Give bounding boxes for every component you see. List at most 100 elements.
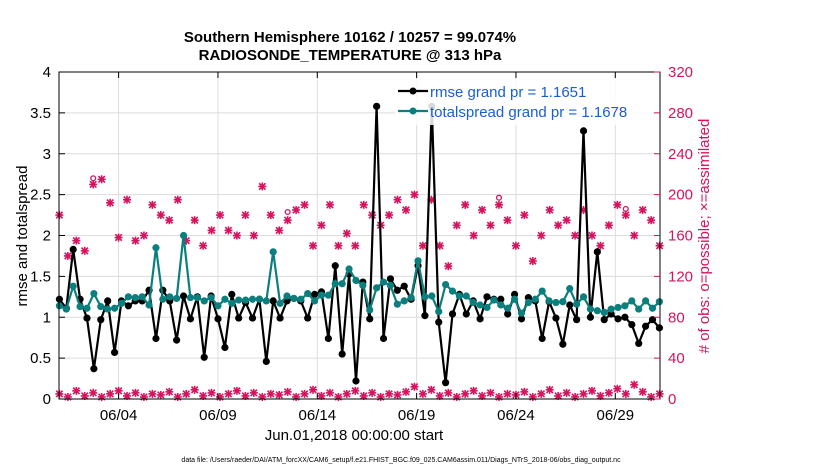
y-axis-ticks: 0 0.5 1 1.5 2 2.5 3 3.5 4	[30, 64, 65, 408]
series-totalspread-point	[538, 287, 546, 295]
obs-low-marker	[156, 390, 165, 399]
obs-low-marker	[317, 391, 326, 400]
obs-low-marker	[249, 388, 258, 397]
obs-assimilated-marker	[232, 231, 241, 240]
obs-assimilated-marker	[249, 231, 258, 240]
obs-low-marker	[207, 388, 216, 397]
series-totalspread-point	[186, 294, 195, 302]
series-totalspread-point	[448, 287, 457, 295]
x-axis-ticks: 06/04 06/09 06/14 06/19 06/24 06/29	[100, 72, 634, 424]
series-totalspread-point	[83, 304, 91, 312]
series-rmse-point	[379, 334, 388, 343]
obs-low-marker	[562, 388, 571, 397]
obs-low-marker	[359, 391, 368, 400]
obs-assimilated-marker	[511, 241, 520, 250]
obs-assimilated-marker	[80, 246, 89, 255]
series-rmse-point	[462, 310, 470, 318]
series-rmse-point	[648, 316, 657, 324]
obs-low-marker	[258, 392, 267, 401]
obs-assimilated-marker	[537, 231, 546, 240]
obs-assimilated-marker	[571, 231, 580, 240]
obs-low-marker	[173, 392, 182, 401]
series-rmse-point	[386, 275, 395, 283]
obs-low-marker	[275, 390, 284, 399]
obs-assimilated-marker	[351, 241, 360, 250]
obs-assimilated-marker	[587, 231, 596, 240]
series-totalspread-point	[628, 297, 636, 305]
series-rmse-point	[186, 315, 195, 323]
series-rmse-point	[235, 314, 243, 322]
y-tick-label: 2.5	[30, 187, 51, 204]
x-tick-label: 06/09	[199, 407, 237, 424]
series-rmse-point	[83, 314, 91, 322]
obs-assimilated-marker	[300, 200, 309, 209]
y-tick-label: 4	[43, 64, 51, 81]
series-rmse-point	[200, 353, 208, 361]
obs-assimilated-marker	[123, 195, 132, 204]
series-totalspread-point	[131, 294, 139, 302]
obs-assimilated-marker	[97, 175, 106, 184]
series-totalspread-point	[414, 257, 422, 265]
series-totalspread-point	[407, 294, 415, 302]
series-totalspread-point	[310, 297, 319, 305]
series-rmse-point	[655, 324, 664, 332]
y-tick-label: 3.5	[30, 105, 51, 122]
obs-low-marker	[427, 385, 436, 394]
series-rmse-point	[269, 297, 277, 305]
series-totalspread-point	[317, 291, 326, 299]
series-rmse-point	[97, 316, 105, 324]
series-totalspread-point	[400, 297, 408, 305]
x-tick-label: 06/14	[299, 407, 337, 424]
series-rmse-point	[559, 340, 567, 348]
series-totalspread-point	[200, 297, 208, 305]
obs-low-marker	[351, 386, 360, 395]
obs-assimilated-marker	[106, 198, 115, 207]
series-rmse-point	[621, 313, 629, 321]
obs-assimilated-marker	[418, 241, 427, 250]
series-totalspread-point	[566, 285, 574, 293]
obs-low-marker	[647, 392, 656, 401]
y-right-tick-label: 320	[668, 64, 693, 81]
series-totalspread-point	[579, 293, 588, 301]
series-rmse-point	[69, 245, 77, 253]
obs-assimilated-marker	[334, 241, 343, 250]
obs-low-marker	[621, 389, 630, 398]
series-totalspread-point	[504, 304, 512, 312]
obs-low-marker	[300, 389, 309, 398]
series-totalspread-point	[614, 303, 622, 312]
obs-low-marker	[376, 392, 385, 401]
y-right-tick-label: 200	[668, 187, 693, 204]
series-rmse-point	[628, 321, 636, 329]
series-totalspread-point	[428, 292, 436, 300]
series-totalspread-point	[359, 281, 367, 289]
series-totalspread-point	[476, 301, 484, 309]
obs-assimilated-marker	[342, 229, 351, 238]
series-totalspread-point	[517, 309, 526, 317]
obs-assimilated-marker	[469, 231, 478, 240]
obs-assimilated-marker	[266, 211, 275, 220]
series-rmse-point	[104, 297, 112, 305]
series-totalspread-point	[552, 298, 560, 307]
series-totalspread-point	[62, 305, 70, 313]
series-totalspread-point	[110, 304, 119, 312]
y-right-tick-label: 160	[668, 228, 693, 245]
y-axis-label: rmse and totalspread	[14, 166, 31, 307]
series-totalspread-point	[283, 292, 291, 300]
obs-low-marker	[461, 389, 470, 398]
series-rmse-point	[228, 290, 236, 298]
series-totalspread-point	[193, 294, 201, 302]
series-totalspread-point	[297, 295, 305, 303]
series-totalspread-point	[221, 295, 229, 303]
obs-assimilated-marker	[139, 231, 148, 240]
series-rmse-point	[538, 334, 546, 343]
y-axis-right-label: # of obs: o=possible; ×=assimilated	[696, 119, 713, 354]
series-rmse-point	[214, 315, 222, 323]
obs-assimilated-marker	[554, 221, 563, 230]
series-totalspread-point	[510, 295, 519, 303]
series-rmse-point	[373, 102, 381, 110]
obs-assimilated-marker	[359, 200, 368, 209]
data-file-footer: data file: /Users/raeder/DAI/ATM_forcXX/…	[181, 457, 621, 464]
series-totalspread-point	[462, 292, 470, 300]
obs-assimilated-marker	[199, 241, 208, 250]
series-totalspread-point	[90, 289, 98, 298]
